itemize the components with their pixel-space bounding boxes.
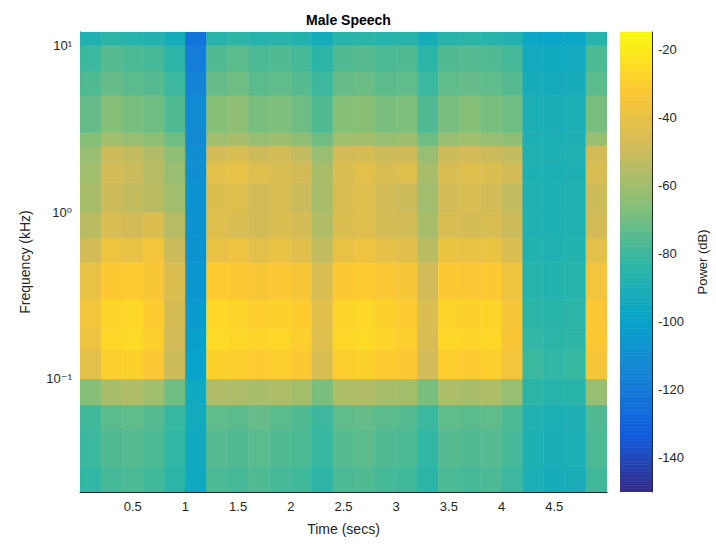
svg-text:-120: -120 — [658, 382, 684, 397]
svg-text:-60: -60 — [658, 178, 677, 193]
svg-text:10⁰: 10⁰ — [52, 205, 72, 220]
svg-text:Time (secs): Time (secs) — [307, 521, 380, 537]
svg-text:3.5: 3.5 — [440, 499, 458, 514]
svg-text:4: 4 — [498, 499, 505, 514]
svg-text:1: 1 — [182, 499, 189, 514]
svg-text:2.5: 2.5 — [334, 499, 352, 514]
svg-text:0.5: 0.5 — [124, 499, 142, 514]
svg-text:4.5: 4.5 — [545, 499, 563, 514]
svg-text:1.5: 1.5 — [229, 499, 247, 514]
svg-text:10¹: 10¹ — [53, 38, 72, 53]
svg-text:Frequency (kHz): Frequency (kHz) — [17, 210, 33, 313]
svg-text:-20: -20 — [658, 42, 677, 57]
svg-text:-40: -40 — [658, 110, 677, 125]
svg-text:10⁻¹: 10⁻¹ — [46, 371, 72, 386]
svg-text:-140: -140 — [658, 450, 684, 465]
svg-text:3: 3 — [393, 499, 400, 514]
svg-text:Male Speech: Male Speech — [306, 12, 391, 28]
svg-text:-100: -100 — [658, 314, 684, 329]
svg-text:Power (dB): Power (dB) — [695, 229, 710, 294]
svg-text:-80: -80 — [658, 246, 677, 261]
svg-text:2: 2 — [287, 499, 294, 514]
